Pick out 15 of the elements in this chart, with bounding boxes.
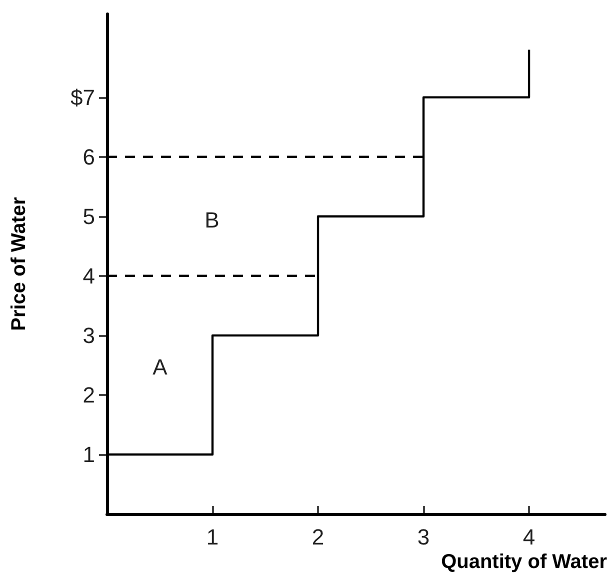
y-tick-label: 5	[82, 204, 95, 229]
x-tick-label: 1	[206, 524, 219, 550]
y-tick-label: 4	[82, 263, 95, 288]
x-tick-label: 2	[312, 524, 324, 550]
y-tick-label: 1	[82, 442, 95, 467]
y-tick-label: $7	[70, 84, 95, 110]
y-axis-title: Price of Water	[8, 196, 30, 331]
y-tick-label: 2	[82, 382, 95, 408]
annotation: B	[204, 208, 220, 232]
x-tick-label: 4	[522, 524, 536, 550]
annotation: A	[152, 354, 168, 380]
y-tick-label: 3	[82, 322, 95, 348]
x-axis-title: Quantity of Water	[441, 551, 608, 573]
y-tick-label: 6	[82, 144, 95, 170]
x-tick-label: 3	[417, 524, 430, 550]
